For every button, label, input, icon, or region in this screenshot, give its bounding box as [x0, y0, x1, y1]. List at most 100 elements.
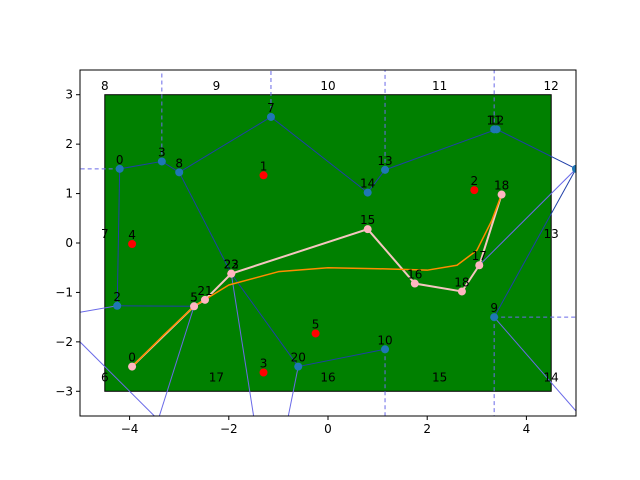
path-node [227, 269, 236, 278]
graph-node-label: 13 [377, 154, 392, 168]
x-tick-label: −4 [121, 422, 139, 436]
boundary-label: 7 [101, 227, 109, 241]
graph-node [381, 345, 390, 354]
graph-edge [367, 169, 386, 193]
outer-line [80, 341, 155, 416]
path-node-label: 17 [472, 249, 487, 263]
path-node-label: 16 [407, 268, 422, 282]
outer-line [493, 316, 576, 412]
y-axis: −3 −2 −1 0 1 2 3 [55, 88, 80, 398]
boundary-label: 6 [101, 370, 109, 384]
graph-node-label: 8 [175, 156, 183, 170]
path-node-label: 0 [128, 351, 136, 365]
boundary-label: 17 [209, 370, 224, 384]
graph-node [115, 164, 124, 173]
outer-line [478, 168, 576, 266]
y-tick-label: −2 [55, 335, 73, 349]
path-node-label: 18 [494, 179, 509, 193]
graph-edge [493, 168, 576, 318]
red-point [259, 368, 268, 377]
x-tick-label: 0 [324, 422, 332, 436]
red-point [470, 186, 479, 195]
graph-node-label: 12 [489, 113, 504, 127]
boundary-label: 13 [544, 227, 559, 241]
x-tick-label: 4 [523, 422, 531, 436]
graph-node-label: 14 [360, 177, 375, 191]
outer-line [287, 366, 299, 416]
red-point [311, 329, 320, 338]
y-tick-label: −1 [55, 285, 73, 299]
path-node-label: 22 [224, 258, 239, 272]
graph-node-label: 3 [158, 145, 166, 159]
graph-node [294, 362, 303, 371]
path-node [363, 225, 372, 234]
boundary-label: 9 [213, 79, 221, 93]
path-node [190, 302, 199, 311]
graph-node-label: 7 [267, 101, 275, 115]
red-point [259, 171, 268, 180]
graph-edge [119, 160, 162, 170]
graph-node-label: 11 [487, 113, 502, 127]
boundary-label: 8 [101, 79, 109, 93]
path-node [200, 295, 209, 304]
path-node [128, 362, 137, 371]
red-point-label: 1 [260, 159, 268, 173]
x-tick-label: 2 [423, 422, 431, 436]
graph-node [381, 165, 390, 174]
path-node [457, 287, 466, 296]
graph-node [572, 164, 576, 173]
red-point-label: 2 [470, 174, 478, 188]
graph-node [266, 112, 275, 121]
graph-node-label: 0 [116, 153, 124, 167]
graph-node-label: 5 [190, 290, 198, 304]
boundary-label: 16 [320, 370, 335, 384]
graph-node [490, 313, 499, 322]
path-node [410, 279, 419, 288]
y-tick-label: −3 [55, 384, 73, 398]
red-point [128, 239, 137, 248]
y-tick-label: 3 [65, 88, 73, 102]
graph-edge [298, 348, 386, 368]
graph-edge [496, 128, 576, 170]
y-tick-label: 0 [65, 236, 73, 250]
outer-line [80, 305, 118, 313]
boundary-label: 14 [544, 370, 559, 384]
graph-node-label: 9 [490, 301, 498, 315]
graph-node [363, 188, 372, 197]
path-node [497, 190, 506, 199]
smooth-path [131, 194, 503, 368]
graph-node [157, 157, 166, 166]
graph-edge [116, 168, 121, 306]
graph-node [492, 125, 501, 134]
red-point-label: 4 [128, 228, 136, 242]
graph-edge [178, 172, 232, 274]
path-node [475, 261, 484, 270]
graph-edge [384, 128, 497, 171]
path-node-label: 21 [197, 284, 212, 298]
red-point-label: 5 [312, 317, 320, 331]
path-node-label: 5 [190, 290, 198, 304]
path-node-label: 23 [224, 258, 239, 272]
path-node-label: 15 [360, 213, 375, 227]
red-point-label: 3 [260, 357, 268, 371]
boundary-label: 10 [320, 79, 335, 93]
outer-line [158, 306, 195, 416]
y-tick-label: 2 [65, 137, 73, 151]
x-tick-label: −2 [220, 422, 238, 436]
y-tick-label: 1 [65, 187, 73, 201]
graph-node [175, 168, 184, 177]
outer-line [230, 273, 255, 416]
graph-edge [230, 273, 299, 367]
x-axis: −4 −2 0 2 4 [121, 416, 530, 436]
boundary-label: 15 [432, 370, 447, 384]
boundary-label: 12 [544, 79, 559, 93]
graph-edge [178, 116, 272, 173]
graph-node-label: 20 [291, 351, 306, 365]
boundary-label: 11 [432, 79, 447, 93]
graph-node [113, 301, 122, 310]
graph-node-label: 10 [377, 333, 392, 347]
path-node-label: 18 [454, 275, 469, 289]
graph-node-label: 2 [113, 290, 121, 304]
